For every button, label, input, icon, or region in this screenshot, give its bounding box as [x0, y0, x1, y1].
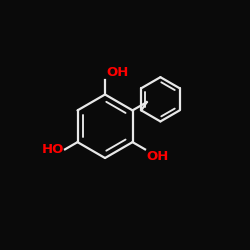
Text: OH: OH — [106, 66, 128, 79]
Text: OH: OH — [146, 150, 168, 163]
Text: HO: HO — [42, 143, 64, 156]
